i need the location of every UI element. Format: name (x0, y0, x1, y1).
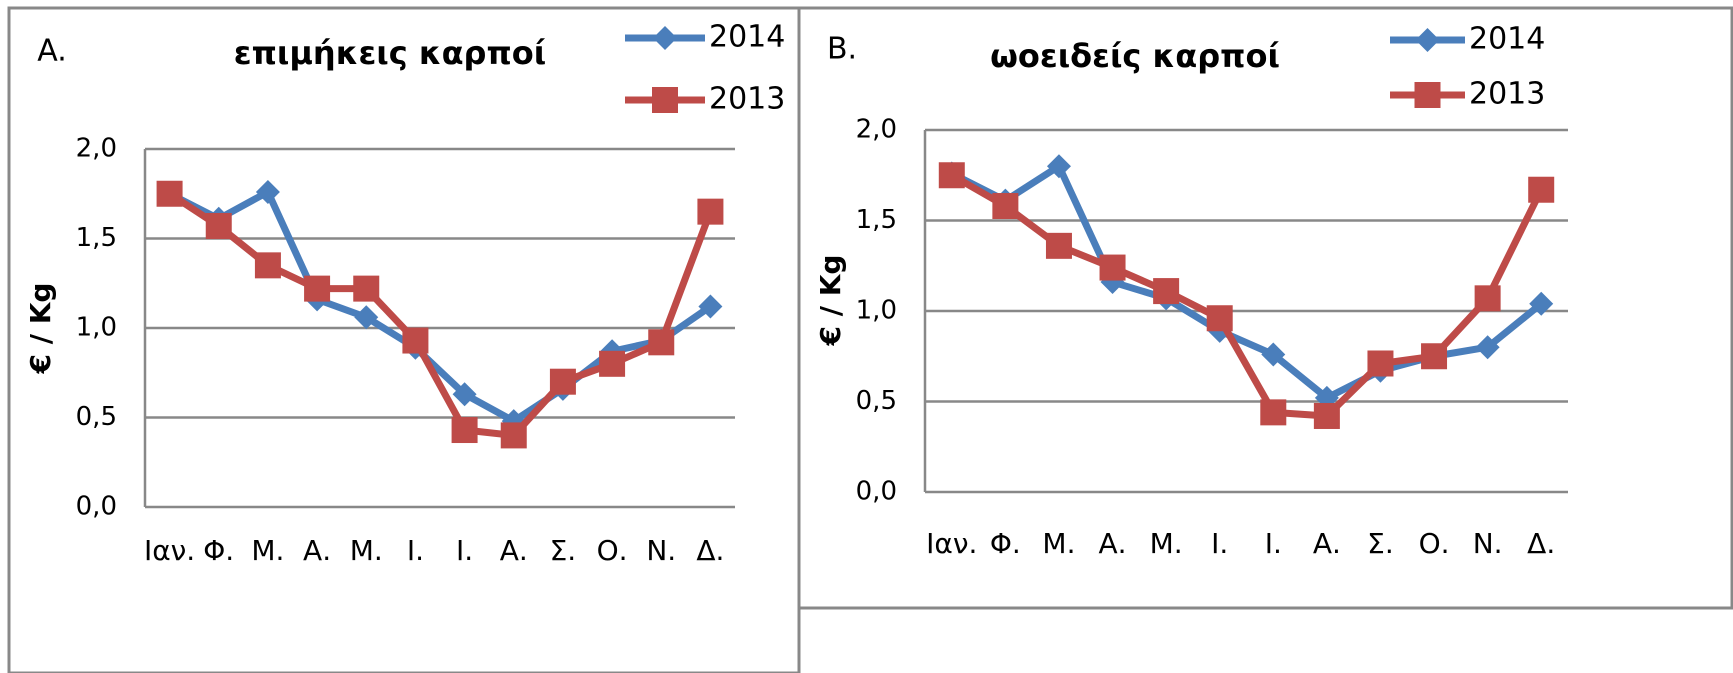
legend-marker (653, 26, 677, 50)
data-point (1153, 278, 1180, 305)
x-tick-label: Φ. (203, 534, 234, 567)
data-point (353, 275, 380, 302)
data-point (1529, 291, 1554, 316)
y-tick-label: 0,5 (856, 386, 897, 416)
data-point (1260, 399, 1287, 426)
x-tick-label: Α. (500, 534, 528, 567)
data-point (156, 180, 183, 207)
y-axis-label: € / Kg (814, 255, 847, 347)
x-tick-label: Α. (1099, 527, 1127, 560)
data-point (402, 327, 429, 354)
data-point (1206, 305, 1233, 332)
x-tick-label: Ο. (1419, 527, 1450, 560)
y-tick-label: 0,0 (856, 477, 897, 507)
data-point (549, 368, 576, 395)
data-point (1099, 254, 1126, 281)
data-point (452, 382, 477, 407)
data-point (599, 350, 626, 377)
x-tick-label: Σ. (1367, 527, 1394, 560)
y-tick-label: 1,0 (76, 313, 117, 343)
x-tick-label: Ο. (597, 534, 628, 567)
data-point (254, 252, 281, 279)
data-point (698, 294, 723, 319)
y-tick-label: 0,0 (76, 492, 117, 522)
data-point (1528, 176, 1555, 203)
data-point (1474, 285, 1501, 312)
data-point (1421, 343, 1448, 370)
data-point (451, 417, 478, 444)
x-tick-label: Σ. (550, 534, 577, 567)
y-tick-label: 0,5 (76, 402, 117, 432)
chart-title: επιμήκεις καρποί (234, 34, 546, 72)
x-tick-label: Ι. (1211, 527, 1228, 560)
legend-label: 2014 (709, 20, 785, 55)
data-point (1475, 335, 1500, 360)
data-point (648, 329, 675, 356)
x-tick-label: Α. (303, 534, 331, 567)
data-point (992, 193, 1019, 220)
data-point (938, 162, 965, 189)
data-point (1046, 154, 1071, 179)
data-point (1367, 350, 1394, 377)
x-tick-label: Δ. (1527, 527, 1555, 560)
x-tick-label: Φ. (990, 527, 1021, 560)
y-tick-label: 2,0 (76, 134, 117, 164)
legend-label: 2013 (709, 82, 785, 117)
series-line (950, 172, 1545, 420)
x-tick-label: Μ. (1150, 527, 1183, 560)
x-tick-label: Μ. (350, 534, 383, 567)
y-tick-label: 1,0 (856, 296, 897, 326)
legend-label: 2014 (1469, 22, 1545, 57)
legend-marker (652, 87, 678, 113)
x-tick-label: Ι. (407, 534, 424, 567)
data-point (1045, 232, 1072, 259)
data-point (1261, 342, 1286, 367)
data-point (697, 198, 724, 225)
y-tick-label: 1,5 (76, 223, 117, 253)
series-line (167, 190, 714, 439)
legend-marker (1415, 28, 1440, 52)
legend-marker (1414, 82, 1441, 108)
panel-label: B. (827, 32, 857, 67)
legend-label: 2013 (1469, 77, 1545, 112)
x-tick-label: Ιαν. (144, 534, 195, 567)
x-tick-label: Ι. (456, 534, 473, 567)
y-axis-label: € / Kg (24, 283, 57, 375)
x-tick-label: Ν. (1473, 527, 1503, 560)
x-tick-label: Δ. (696, 534, 724, 567)
x-tick-label: Ιαν. (926, 527, 977, 560)
data-point (354, 305, 379, 330)
x-tick-label: Μ. (1042, 527, 1075, 560)
y-tick-label: 1,5 (856, 205, 897, 235)
data-point (304, 275, 331, 302)
chart-frame (797, 6, 1733, 610)
x-tick-label: Ι. (1265, 527, 1282, 560)
x-tick-label: Μ. (251, 534, 284, 567)
chart-title: ωοειδείς καρποί (990, 37, 1280, 75)
panel-label: A. (37, 34, 67, 69)
data-point (205, 212, 232, 239)
data-point (500, 422, 527, 449)
data-point (255, 179, 280, 204)
x-tick-label: Α. (1313, 527, 1341, 560)
y-tick-label: 2,0 (856, 115, 897, 145)
x-tick-label: Ν. (646, 534, 676, 567)
data-point (1313, 402, 1340, 429)
